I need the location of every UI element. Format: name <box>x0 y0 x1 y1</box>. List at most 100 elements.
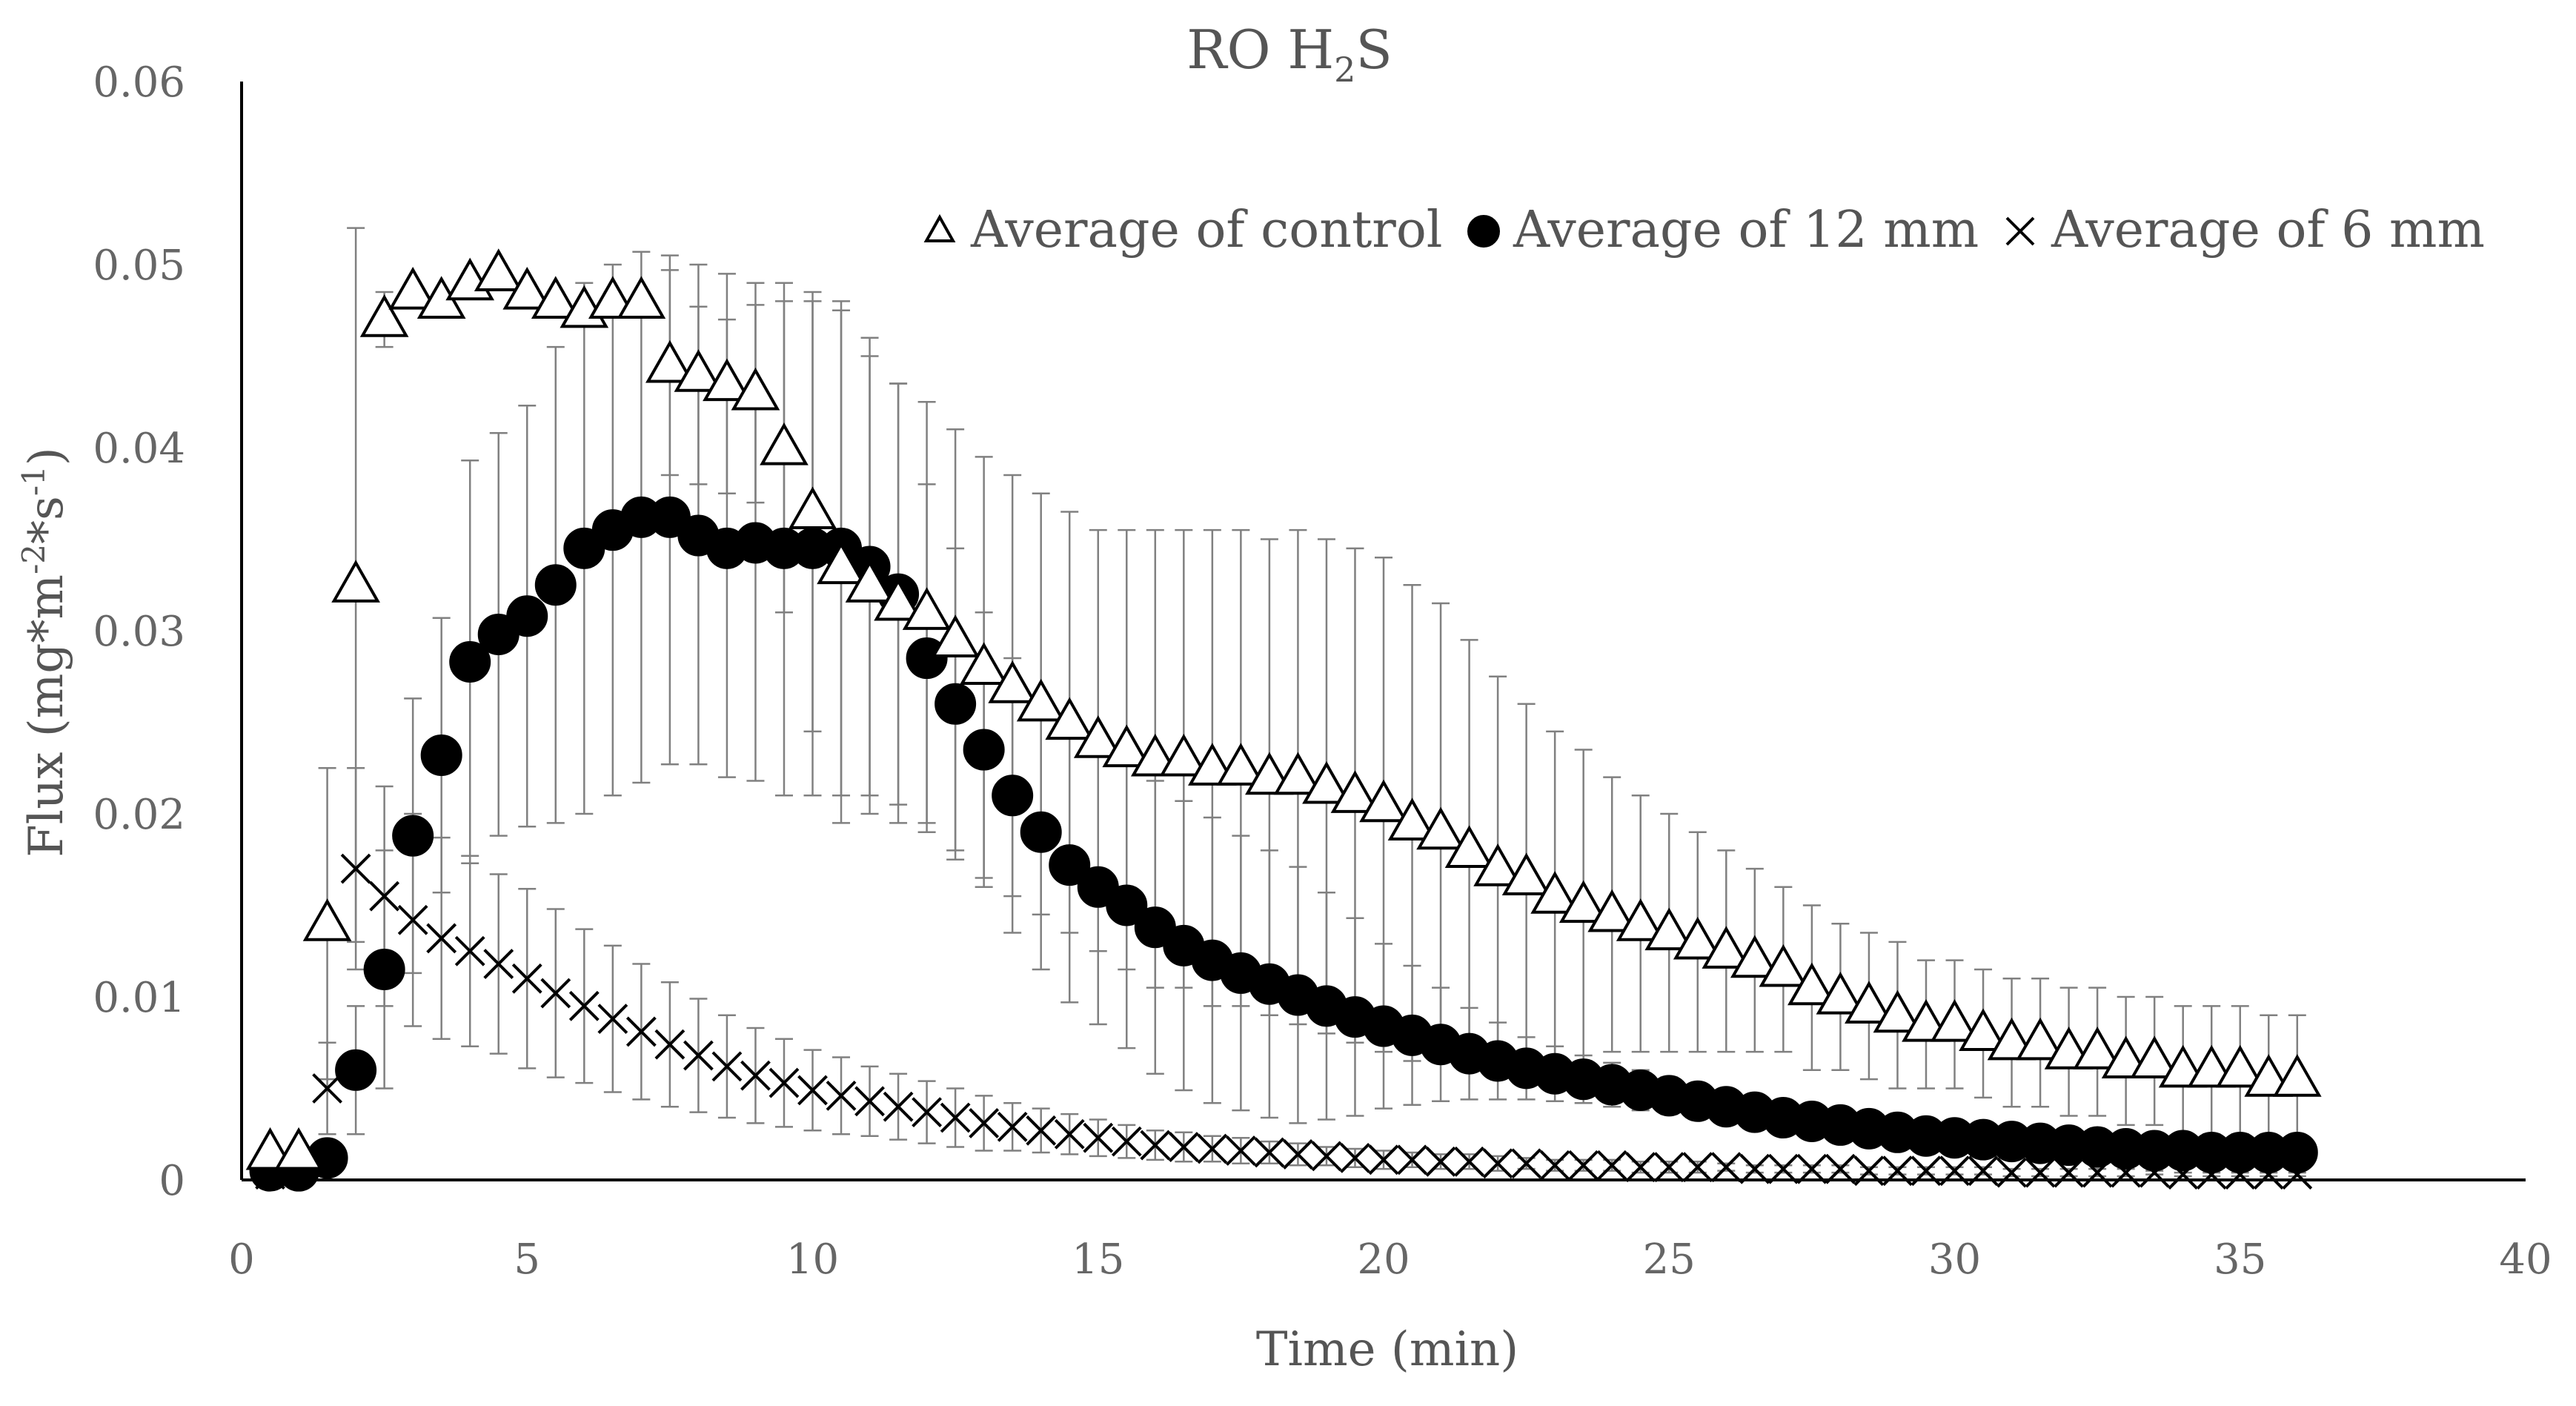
data-point-6mm <box>740 1060 771 1091</box>
data-point-control <box>2215 1044 2265 1088</box>
data-point-control <box>1273 752 1323 795</box>
data-point-6mm <box>1911 1155 1942 1187</box>
data-point-6mm <box>1710 1152 1742 1183</box>
x-marker-stroke-2 <box>1882 1155 1913 1187</box>
data-point-control <box>874 577 923 621</box>
data-point-6mm <box>1853 1155 1885 1187</box>
data-point-control <box>1330 770 1380 813</box>
data-point-12mm <box>392 815 434 857</box>
data-point-control <box>817 541 866 585</box>
data-point-6mm <box>1225 1135 1256 1166</box>
x-marker-stroke-2 <box>1653 1152 1684 1183</box>
data-point-6mm <box>997 1111 1028 1142</box>
x-marker-stroke-2 <box>1368 1144 1399 1175</box>
data-point-6mm <box>625 1016 657 1047</box>
x-marker-stroke-2 <box>1140 1130 1171 1161</box>
data-point-6mm <box>340 853 371 884</box>
data-point-control <box>1073 715 1123 758</box>
x-marker-stroke-2 <box>1454 1146 1484 1177</box>
data-point-6mm <box>1168 1132 1199 1162</box>
data-point-control <box>1787 962 1836 1006</box>
x-tick-label: 25 <box>1643 1236 1696 1284</box>
y-tick-label: 0 <box>159 1157 185 1205</box>
data-point-control <box>1616 898 1665 941</box>
x-marker-stroke-2 <box>1425 1146 1456 1177</box>
x-marker-stroke-2 <box>1767 1153 1799 1184</box>
x-marker-stroke-2 <box>1168 1132 1199 1162</box>
data-point-control <box>388 267 437 310</box>
data-point-6mm <box>1568 1150 1599 1181</box>
data-point-control <box>1845 981 1893 1024</box>
x-marker-stroke-2 <box>1625 1152 1656 1183</box>
x-marker-stroke-2 <box>540 978 571 1009</box>
data-point-control <box>1159 733 1209 777</box>
data-point-6mm <box>1425 1146 1456 1177</box>
x-marker-stroke-2 <box>1911 1155 1942 1187</box>
x-marker-stroke-2 <box>997 1111 1028 1142</box>
data-point-12mm <box>534 564 577 606</box>
data-point-control <box>1444 825 1494 868</box>
data-point-12mm <box>935 683 977 725</box>
data-point-control <box>274 1127 323 1170</box>
data-point-6mm <box>1996 1157 2027 1188</box>
x-tick-label: 30 <box>1928 1236 1981 1284</box>
data-point-control <box>502 267 552 310</box>
data-point-control <box>1558 880 1608 923</box>
x-marker-stroke-2 <box>1026 1115 1057 1146</box>
y-axis-title-sup-1: -2 <box>16 544 52 574</box>
data-point-6mm <box>1454 1146 1484 1177</box>
x-marker-stroke-2 <box>2025 1157 2056 1188</box>
data-point-6mm <box>854 1086 885 1117</box>
data-point-control <box>531 276 580 319</box>
x-marker-stroke-2 <box>797 1075 828 1106</box>
data-point-6mm <box>769 1067 800 1098</box>
x-tick-label: 20 <box>1357 1236 1410 1284</box>
y-tick-label: 0.03 <box>93 608 185 656</box>
data-point-12mm <box>992 775 1034 817</box>
data-point-6mm <box>1968 1155 1999 1187</box>
data-point-6mm <box>1197 1133 1228 1164</box>
data-point-control <box>1016 678 1066 722</box>
data-point-control <box>302 898 352 941</box>
x-marker-stroke-2 <box>740 1060 771 1091</box>
legend-x-stroke-2 <box>2005 216 2035 246</box>
data-point-control <box>988 660 1038 703</box>
data-point-6mm <box>1482 1148 1513 1179</box>
x-marker-stroke-2 <box>1996 1157 2027 1188</box>
x-marker-stroke-2 <box>1311 1141 1342 1172</box>
data-point-12mm <box>1020 811 1062 853</box>
x-marker-stroke-2 <box>1796 1153 1828 1184</box>
data-point-control <box>788 486 837 530</box>
data-point-6mm <box>940 1102 971 1133</box>
x-marker-stroke-2 <box>625 1016 657 1047</box>
data-point-6mm <box>2025 1157 2056 1188</box>
x-marker-stroke-2 <box>1254 1137 1285 1168</box>
x-marker-stroke-2 <box>312 1073 342 1104</box>
data-point-6mm <box>1825 1153 1856 1184</box>
y-axis-title-part-1: Flux (mg*m <box>19 574 74 858</box>
x-tick-label: 15 <box>1072 1236 1124 1284</box>
data-point-6mm <box>1254 1137 1285 1168</box>
data-point-6mm <box>1054 1118 1085 1150</box>
data-point-6mm <box>1882 1155 1913 1187</box>
x-marker-stroke-2 <box>397 904 428 935</box>
x-marker-stroke-2 <box>1739 1153 1770 1184</box>
data-point-control <box>645 339 694 383</box>
data-point-6mm <box>454 935 485 966</box>
x-marker-stroke-2 <box>1397 1144 1427 1175</box>
data-point-6mm <box>1596 1150 1627 1181</box>
x-marker-stroke-2 <box>1340 1142 1370 1173</box>
data-point-control <box>359 294 409 337</box>
data-point-control <box>1359 779 1408 823</box>
data-point-control <box>1759 944 1808 987</box>
x-marker-stroke-2 <box>454 935 485 966</box>
x-marker-stroke-2 <box>1511 1148 1542 1179</box>
data-point-control <box>1702 926 1751 969</box>
x-tick-label: 40 <box>2499 1236 2552 1284</box>
data-point-6mm <box>1397 1144 1427 1175</box>
x-axis-title: Time (min) <box>1256 1322 1518 1377</box>
data-point-control <box>1530 871 1579 914</box>
data-point-6mm <box>540 978 571 1009</box>
data-point-control <box>1930 999 1979 1042</box>
